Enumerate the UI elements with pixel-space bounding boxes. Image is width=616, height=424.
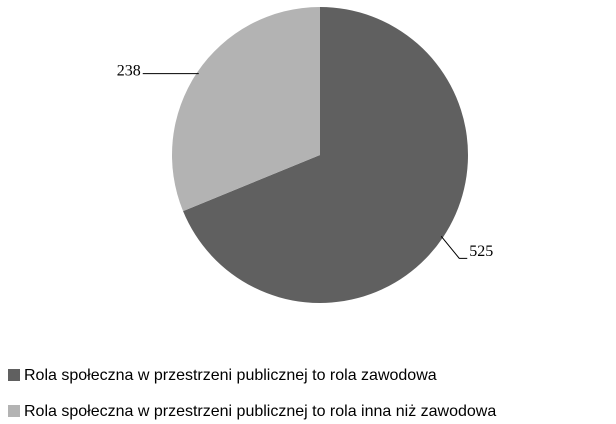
legend-label: Rola społeczna w przestrzeni publicznej … (24, 403, 496, 420)
data-label: 525 (469, 243, 493, 260)
legend-swatch (8, 405, 20, 417)
data-label: 238 (117, 62, 141, 79)
pie-slice (171, 7, 320, 212)
pie-slice (183, 7, 468, 303)
legend-swatch (8, 369, 20, 381)
leader-line (440, 236, 468, 259)
legend-label: Rola społeczna w przestrzeni publicznej … (24, 367, 437, 384)
